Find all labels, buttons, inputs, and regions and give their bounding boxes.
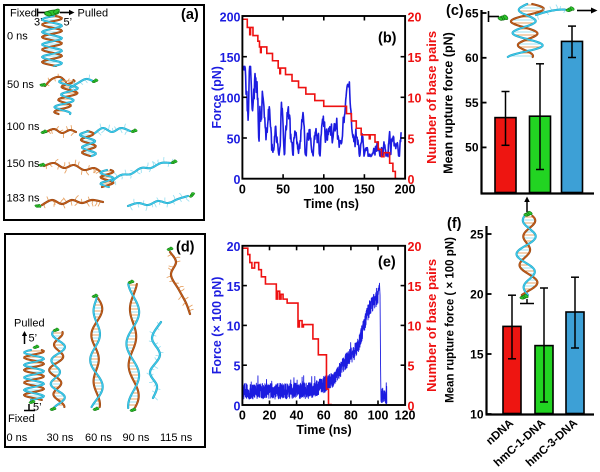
svg-text:50: 50 bbox=[276, 183, 290, 197]
svg-text:5’: 5’ bbox=[64, 17, 73, 29]
svg-text:0: 0 bbox=[239, 409, 246, 423]
svg-text:Fixed: Fixed bbox=[10, 8, 37, 20]
svg-text:50: 50 bbox=[227, 132, 241, 146]
svg-text:Time (ns): Time (ns) bbox=[304, 197, 359, 211]
svg-text:(a): (a) bbox=[181, 7, 199, 23]
svg-text:40: 40 bbox=[290, 409, 304, 423]
svg-text:60: 60 bbox=[317, 409, 331, 423]
svg-text:60: 60 bbox=[465, 51, 479, 65]
svg-text:0: 0 bbox=[408, 399, 415, 413]
svg-text:100: 100 bbox=[220, 92, 241, 106]
svg-text:30 ns: 30 ns bbox=[47, 432, 74, 444]
svg-text:(e): (e) bbox=[378, 255, 396, 271]
svg-text:Force (× 100 pN): Force (× 100 pN) bbox=[210, 277, 224, 375]
svg-text:5: 5 bbox=[408, 360, 415, 374]
svg-text:5’: 5’ bbox=[33, 402, 42, 414]
svg-text:Force (pN): Force (pN) bbox=[210, 66, 224, 129]
svg-text:(d): (d) bbox=[176, 240, 195, 256]
svg-text:20: 20 bbox=[227, 240, 241, 254]
svg-text:Mean rupture force (pN): Mean rupture force (pN) bbox=[442, 32, 456, 174]
svg-text:5’: 5’ bbox=[29, 333, 38, 345]
svg-text:10: 10 bbox=[408, 92, 422, 106]
svg-text:200: 200 bbox=[220, 10, 241, 24]
svg-text:Fixed: Fixed bbox=[8, 413, 35, 425]
svg-text:200: 200 bbox=[395, 183, 416, 197]
svg-text:80: 80 bbox=[344, 409, 358, 423]
svg-text:10: 10 bbox=[408, 320, 422, 334]
svg-text:(f): (f) bbox=[447, 216, 462, 232]
svg-text:0 ns: 0 ns bbox=[7, 432, 28, 444]
svg-text:5: 5 bbox=[234, 360, 241, 374]
svg-text:183 ns: 183 ns bbox=[7, 193, 41, 205]
svg-text:10: 10 bbox=[227, 320, 241, 334]
svg-text:Mean rupture force ( × 100 pN): Mean rupture force ( × 100 pN) bbox=[445, 237, 457, 403]
svg-text:150: 150 bbox=[354, 183, 375, 197]
svg-text:5: 5 bbox=[408, 132, 415, 146]
svg-text:15: 15 bbox=[408, 51, 422, 65]
svg-text:120: 120 bbox=[395, 409, 416, 423]
svg-text:100: 100 bbox=[313, 183, 334, 197]
svg-text:(b): (b) bbox=[378, 31, 397, 47]
svg-text:3’: 3’ bbox=[34, 17, 43, 29]
svg-text:100 ns: 100 ns bbox=[7, 121, 41, 133]
svg-text:15: 15 bbox=[470, 347, 484, 361]
svg-text:55: 55 bbox=[465, 96, 479, 110]
svg-text:15: 15 bbox=[227, 280, 241, 294]
svg-text:115 ns: 115 ns bbox=[160, 432, 193, 444]
svg-text:15: 15 bbox=[408, 280, 422, 294]
svg-text:65: 65 bbox=[465, 6, 479, 20]
svg-text:150: 150 bbox=[220, 51, 241, 65]
svg-text:25: 25 bbox=[470, 227, 484, 241]
svg-text:Number of base pairs: Number of base pairs bbox=[424, 259, 439, 392]
svg-text:60 ns: 60 ns bbox=[85, 432, 112, 444]
svg-text:20: 20 bbox=[263, 409, 277, 423]
svg-text:0: 0 bbox=[239, 183, 246, 197]
svg-text:0: 0 bbox=[408, 173, 415, 187]
svg-text:0: 0 bbox=[234, 173, 241, 187]
svg-text:20: 20 bbox=[408, 240, 422, 254]
svg-text:0 ns: 0 ns bbox=[7, 31, 28, 43]
svg-text:Number of base pairs: Number of base pairs bbox=[424, 31, 439, 164]
svg-text:20: 20 bbox=[470, 287, 484, 301]
svg-text:150 ns: 150 ns bbox=[7, 158, 41, 170]
svg-text:100: 100 bbox=[368, 409, 389, 423]
svg-text:(c): (c) bbox=[446, 3, 464, 19]
svg-text:50 ns: 50 ns bbox=[7, 79, 34, 91]
svg-text:Time (ns): Time (ns) bbox=[296, 423, 351, 437]
svg-text:Pulled: Pulled bbox=[78, 8, 109, 20]
svg-text:50: 50 bbox=[465, 141, 479, 155]
svg-text:20: 20 bbox=[408, 10, 422, 24]
svg-text:90 ns: 90 ns bbox=[123, 432, 150, 444]
svg-text:0: 0 bbox=[234, 399, 241, 413]
svg-text:Pulled: Pulled bbox=[14, 318, 45, 330]
svg-text:10: 10 bbox=[470, 407, 484, 421]
